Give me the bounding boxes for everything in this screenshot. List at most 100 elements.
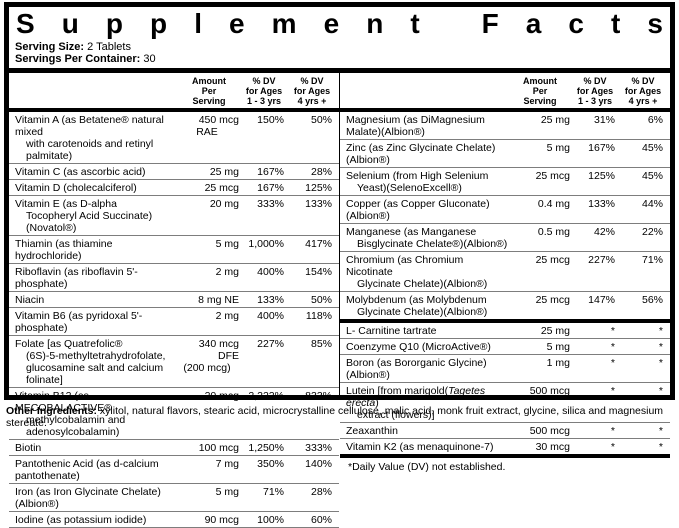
dv-ages-1-3-cell: 133% (257, 294, 284, 306)
dv-ages-1-3-header: % DV for Ages 1 - 3 yrs (245, 76, 283, 106)
other-ingredients: Other Ingredients: xylitol, natural flav… (6, 405, 674, 429)
table-row: Vitamin B6 (as pyridoxal 5'-phosphate) 2 … (9, 308, 339, 336)
amount-header: Amount Per Serving (192, 76, 226, 106)
ingredient-name: Lutein [from marigold(Tagetes erecta) ext… (346, 385, 486, 421)
dv-ages-1-3-cell: * (610, 441, 615, 453)
section-divider (9, 108, 339, 112)
dv-ages-1-3-cell: 167% (588, 142, 615, 154)
title-letter: m (271, 8, 297, 39)
title-letter (447, 8, 455, 40)
other-ingredients-text: xylitol, natural flavors, stearic acid, … (6, 405, 664, 429)
ingredient-name: Boron (as Bororganic Glycine)(Albion®) (346, 357, 487, 381)
ingredient-name: L- Carnitine tartrate (346, 325, 437, 337)
dv-ages-4plus-cell: 417% (305, 238, 332, 250)
header-divider-bar (9, 68, 670, 73)
amount-cell: 340 mcg DFE (200 mcg) (183, 338, 239, 374)
servings-per-container-value: 30 (140, 53, 156, 65)
ingredient-name: Selenium (from High Selenium Yeast)(Selen… (346, 170, 489, 194)
table-row: Magnesium (as DiMagnesium Malate)(Albion… (340, 112, 670, 140)
amount-cell: 90 mcg (204, 514, 239, 526)
nutrient-table: Amount Per Serving % DV for Ages 1 - 3 y… (9, 73, 670, 528)
ingredient-name: Thiamin (as thiamine hydrochloride) (15, 238, 113, 262)
daily-value-footnote: *Daily Value (DV) not established. (348, 461, 506, 473)
dv-ages-1-3-cell: 31% (593, 114, 615, 126)
dv-ages-1-3-cell: 1,000% (248, 238, 284, 250)
dv-ages-1-3-cell: 150% (257, 114, 284, 126)
title-letter: t (611, 8, 621, 39)
title-letter: n (366, 8, 384, 39)
dv-ages-1-3-cell: 133% (588, 198, 615, 210)
ingredient-name: Vitamin A (as Betatene® natural mixed wit… (15, 114, 164, 162)
ingredient-name: Manganese (as Manganese Bisglycinate Chel… (346, 226, 508, 250)
table-row: Chromium (as Chromium Nicotinate Glycinat… (340, 252, 670, 292)
table-row: L- Carnitine tartrate 25 mg * * (340, 323, 670, 339)
serving-size-line: Serving Size: 2 Tablets (15, 41, 664, 53)
dv-ages-1-3-cell: * (610, 357, 615, 369)
table-row: Thiamin (as thiamine hydrochloride) 5 mg 1… (9, 236, 339, 264)
dv-ages-1-3-cell: 125% (588, 170, 615, 182)
dv-ages-4plus-cell: 22% (641, 226, 663, 238)
column-headers-right: Amount Per Serving % DV for Ages 1 - 3 y… (340, 73, 670, 108)
ingredient-name: Biotin (15, 442, 42, 454)
dv-ages-4plus-cell: 28% (310, 166, 332, 178)
table-row: Iron (as Iron Glycinate Chelate)(Albion®… (9, 484, 339, 512)
dv-ages-4plus-cell: 56% (641, 294, 663, 306)
table-row: Zinc (as Zinc Glycinate Chelate)(Albion®… (340, 140, 670, 168)
amount-cell: 25 mg (540, 114, 570, 126)
dv-ages-1-3-cell: 1,250% (248, 442, 284, 454)
title-letter: a (525, 8, 542, 39)
dv-ages-4plus-cell: * (658, 385, 663, 397)
ingredient-name: Vitamin D (cholecalciferol) (15, 182, 137, 194)
dv-ages-4plus-cell: 140% (305, 458, 332, 470)
ingredient-name: Vitamin C (as ascorbic acid) (15, 166, 146, 178)
table-row: Vitamin A (as Betatene® natural mixed wit… (9, 112, 339, 164)
table-row: Iodine (as potassium iodide) 90 mcg 100% 60… (9, 512, 339, 528)
amount-cell: 2 mg (215, 266, 239, 278)
ingredient-name: Niacin (15, 294, 45, 306)
dv-ages-1-3-cell: 100% (257, 514, 284, 526)
dv-ages-1-3-cell: 167% (257, 182, 284, 194)
other-ingredients-label: Other Ingredients: (6, 405, 98, 417)
dv-ages-4plus-cell: 45% (641, 142, 663, 154)
minerals-column-right: Amount Per Serving % DV for Ages 1 - 3 y… (340, 73, 670, 473)
serving-size-label: Serving Size: (15, 41, 85, 53)
dv-ages-4plus-cell: 118% (305, 310, 332, 322)
title-letter: e (229, 8, 245, 39)
dv-ages-1-3-cell: * (610, 325, 615, 337)
table-row: Manganese (as Manganese Bisglycinate Chel… (340, 224, 670, 252)
ingredient-name: Folate [as Quatrefolic® (6S)-5-methyltetr… (15, 338, 166, 386)
dv-ages-4plus-cell: 125% (305, 182, 332, 194)
amount-cell: 1 mg (546, 357, 570, 369)
dv-ages-4plus-cell: 833% (305, 390, 332, 402)
ingredient-name: Pantothenic Acid (as d-calcium pantothen… (15, 458, 159, 482)
dv-ages-4plus-header: % DV for Ages 4 yrs + (624, 76, 662, 106)
title-letter: p (150, 8, 168, 39)
dv-ages-4plus-cell: 45% (641, 170, 663, 182)
amount-cell: 0.5 mg (537, 226, 570, 238)
amount-cell: 7 mg (215, 458, 239, 470)
title-letter: S (16, 8, 35, 39)
serving-info: Serving Size: 2 Tablets Servings Per Con… (9, 40, 670, 68)
table-row: Biotin 100 mcg 1,250% 333% (9, 440, 339, 456)
title-letter: c (568, 8, 584, 39)
amount-cell: 100 mcg (198, 442, 239, 454)
dv-ages-4plus-cell: * (658, 357, 663, 369)
center-divider (339, 73, 340, 395)
ingredient-name: Molybdenum (as Molybdenum Glycinate Chela… (346, 294, 488, 318)
ingredient-name: Vitamin B6 (as pyridoxal 5'-phosphate) (15, 310, 143, 334)
dv-ages-4plus-cell: 28% (310, 486, 332, 498)
ingredient-name: Magnesium (as DiMagnesium Malate)(Albion… (346, 114, 485, 138)
table-row: Vitamin K2 (as menaquinone-7) 30 mcg * * (340, 439, 670, 454)
amount-cell: 5 mg (546, 341, 570, 353)
amount-cell: 2 mg (215, 310, 239, 322)
dv-ages-1-3-cell: * (610, 341, 615, 353)
column-headers-left: Amount Per Serving % DV for Ages 1 - 3 y… (9, 73, 339, 108)
amount-header: Amount Per Serving (523, 76, 557, 106)
amount-cell: 25 mcg (535, 170, 570, 182)
dv-ages-4plus-cell: 6% (647, 114, 663, 126)
amount-cell: 0.4 mg (537, 198, 570, 210)
ingredient-name: Riboflavin (as riboflavin 5'-phosphate) (15, 266, 138, 290)
table-row: Riboflavin (as riboflavin 5'-phosphate) 2… (9, 264, 339, 292)
dv-ages-4plus-cell: 85% (310, 338, 332, 350)
dv-ages-1-3-cell: * (610, 385, 615, 397)
